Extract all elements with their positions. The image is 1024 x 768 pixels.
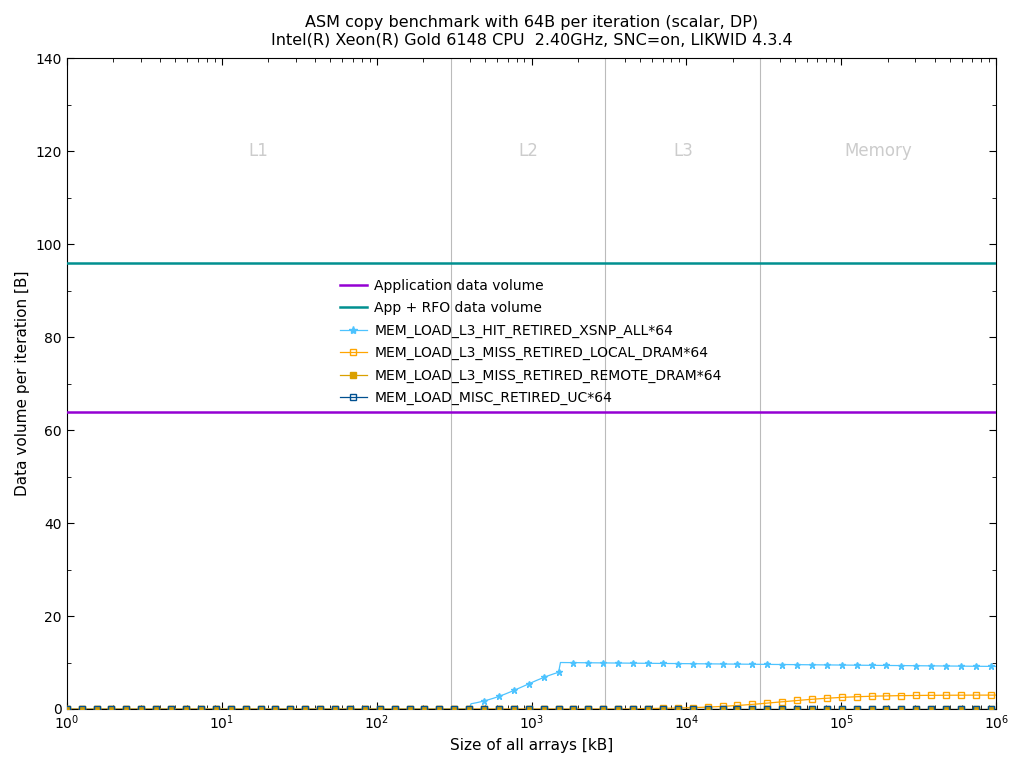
Text: L2: L2 [518, 142, 538, 161]
Text: L3: L3 [673, 142, 693, 161]
MEM_LOAD_MISC_RETIRED_UC*64 [508, 704, 520, 713]
MEM_LOAD_L3_HIT_RETIRED_XSNP_ALL*64 [554, 658, 566, 667]
MEM_LOAD_L3_HIT_RETIRED_XSNP_ALL*64 [990, 662, 1002, 671]
MEM_LOAD_L3_MISS_RETIRED_REMOTE_DRAM*64 [968, 704, 980, 713]
MEM_LOAD_L3_MISS_RETIRED_LOCAL_DRAM*64 [508, 704, 520, 713]
Line: MEM_LOAD_L3_HIT_RETIRED_XSNP_ALL*64: MEM_LOAD_L3_HIT_RETIRED_XSNP_ALL*64 [63, 659, 999, 713]
MEM_LOAD_L3_HIT_RETIRED_XSNP_ALL*64 [824, 660, 837, 670]
MEM_LOAD_L3_HIT_RETIRED_XSNP_ALL*64 [502, 688, 514, 697]
MEM_LOAD_MISC_RETIRED_UC*64 [60, 704, 73, 713]
MEM_LOAD_MISC_RETIRED_UC*64 [990, 704, 1002, 713]
MEM_LOAD_L3_HIT_RETIRED_XSNP_ALL*64 [60, 704, 73, 713]
MEM_LOAD_L3_HIT_RETIRED_XSNP_ALL*64 [615, 658, 628, 667]
MEM_LOAD_L3_MISS_RETIRED_REMOTE_DRAM*64 [502, 704, 514, 713]
Text: L1: L1 [249, 142, 268, 161]
Y-axis label: Data volume per iteration [B]: Data volume per iteration [B] [15, 271, 30, 496]
MEM_LOAD_L3_MISS_RETIRED_REMOTE_DRAM*64 [990, 704, 1002, 713]
MEM_LOAD_MISC_RETIRED_UC*64 [968, 704, 980, 713]
X-axis label: Size of all arrays [kB]: Size of all arrays [kB] [450, 738, 613, 753]
MEM_LOAD_L3_MISS_RETIRED_REMOTE_DRAM*64 [508, 704, 520, 713]
Legend: Application data volume, App + RFO data volume, MEM_LOAD_L3_HIT_RETIRED_XSNP_ALL: Application data volume, App + RFO data … [334, 273, 727, 411]
MEM_LOAD_L3_MISS_RETIRED_LOCAL_DRAM*64 [60, 704, 73, 713]
Line: MEM_LOAD_L3_MISS_RETIRED_REMOTE_DRAM*64: MEM_LOAD_L3_MISS_RETIRED_REMOTE_DRAM*64 [63, 706, 999, 713]
MEM_LOAD_L3_MISS_RETIRED_LOCAL_DRAM*64 [968, 690, 980, 700]
Line: MEM_LOAD_L3_MISS_RETIRED_LOCAL_DRAM*64: MEM_LOAD_L3_MISS_RETIRED_LOCAL_DRAM*64 [65, 692, 999, 712]
MEM_LOAD_L3_MISS_RETIRED_REMOTE_DRAM*64 [822, 704, 835, 713]
MEM_LOAD_L3_MISS_RETIRED_LOCAL_DRAM*64 [614, 704, 627, 713]
MEM_LOAD_L3_MISS_RETIRED_LOCAL_DRAM*64 [563, 704, 575, 713]
MEM_LOAD_L3_HIT_RETIRED_XSNP_ALL*64 [508, 686, 520, 695]
Text: Memory: Memory [845, 142, 912, 161]
MEM_LOAD_L3_MISS_RETIRED_LOCAL_DRAM*64 [822, 694, 835, 703]
MEM_LOAD_MISC_RETIRED_UC*64 [822, 704, 835, 713]
MEM_LOAD_MISC_RETIRED_UC*64 [614, 704, 627, 713]
MEM_LOAD_L3_MISS_RETIRED_REMOTE_DRAM*64 [614, 704, 627, 713]
MEM_LOAD_MISC_RETIRED_UC*64 [563, 704, 575, 713]
MEM_LOAD_L3_HIT_RETIRED_XSNP_ALL*64 [970, 662, 982, 671]
MEM_LOAD_L3_MISS_RETIRED_REMOTE_DRAM*64 [60, 704, 73, 713]
Line: MEM_LOAD_MISC_RETIRED_UC*64: MEM_LOAD_MISC_RETIRED_UC*64 [65, 707, 999, 712]
MEM_LOAD_L3_MISS_RETIRED_REMOTE_DRAM*64 [563, 704, 575, 713]
MEM_LOAD_L3_HIT_RETIRED_XSNP_ALL*64 [565, 658, 578, 667]
Title: ASM copy benchmark with 64B per iteration (scalar, DP)
Intel(R) Xeon(R) Gold 614: ASM copy benchmark with 64B per iteratio… [270, 15, 793, 48]
MEM_LOAD_L3_MISS_RETIRED_LOCAL_DRAM*64 [990, 690, 1002, 700]
MEM_LOAD_L3_MISS_RETIRED_LOCAL_DRAM*64 [502, 704, 514, 713]
MEM_LOAD_MISC_RETIRED_UC*64 [502, 704, 514, 713]
